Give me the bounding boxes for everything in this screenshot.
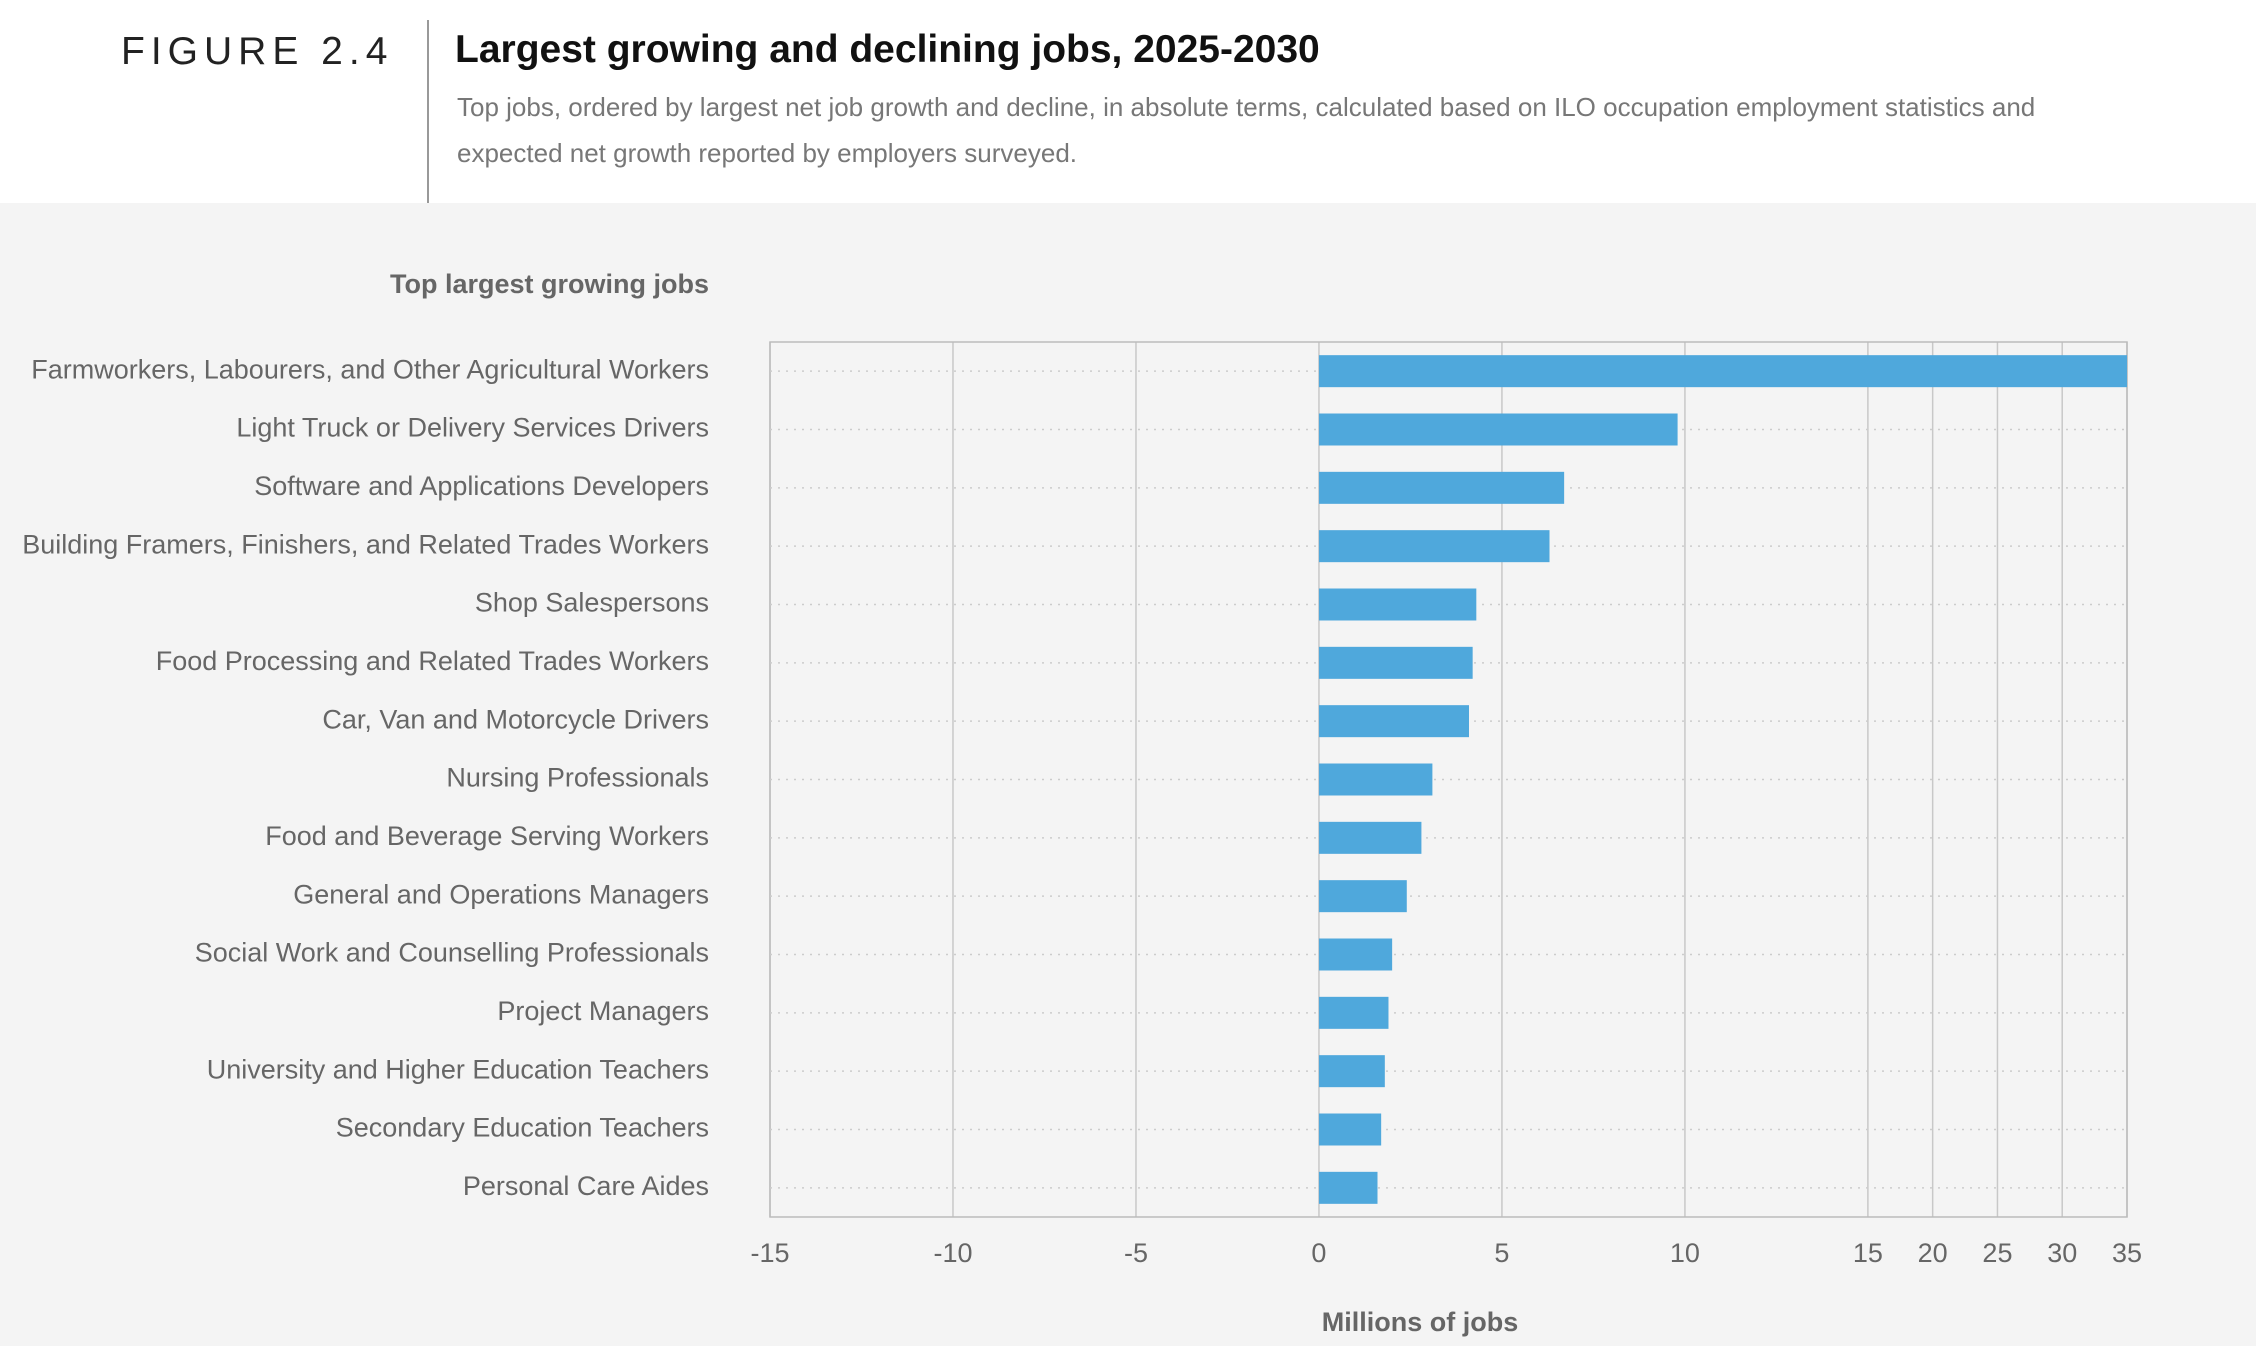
bar	[1318, 996, 1389, 1029]
y-tick-label: Software and Applications Developers	[254, 471, 709, 501]
bar	[1318, 821, 1422, 854]
bar	[1318, 705, 1469, 738]
bar	[1318, 646, 1473, 679]
x-tick-label: -5	[1124, 1238, 1148, 1268]
x-tick-label: 35	[2112, 1238, 2142, 1268]
y-tick-label: Food Processing and Related Trades Worke…	[156, 646, 709, 676]
y-tick-label: General and Operations Managers	[293, 879, 709, 909]
header: FIGURE 2.4 Largest growing and declining…	[0, 0, 2256, 203]
bar	[1318, 588, 1477, 621]
y-tick-label: Building Framers, Finishers, and Related…	[22, 529, 709, 559]
y-tick-label: Light Truck or Delivery Services Drivers	[236, 413, 709, 443]
y-tick-label: Farmworkers, Labourers, and Other Agricu…	[31, 354, 709, 384]
background	[0, 203, 2256, 1346]
y-tick-label: Nursing Professionals	[446, 763, 709, 793]
bar	[1318, 355, 2127, 388]
bar	[1318, 1055, 1385, 1088]
y-tick-label: Project Managers	[497, 996, 709, 1026]
x-axis-title: Millions of jobs	[1322, 1307, 1519, 1337]
y-tick-label: University and Higher Education Teachers	[207, 1054, 709, 1084]
y-tick-label: Secondary Education Teachers	[336, 1113, 709, 1143]
panel-title: Top largest growing jobs	[390, 269, 709, 299]
bar	[1318, 530, 1550, 563]
x-tick-label: 30	[2047, 1238, 2077, 1268]
bar	[1318, 763, 1433, 796]
y-tick-label: Food and Beverage Serving Workers	[265, 821, 709, 851]
chart-title: Largest growing and declining jobs, 2025…	[455, 28, 1320, 71]
y-tick-label: Shop Salespersons	[475, 588, 709, 618]
x-tick-label: -15	[750, 1238, 789, 1268]
bar	[1318, 471, 1565, 504]
y-tick-label: Car, Van and Motorcycle Drivers	[322, 704, 709, 734]
x-tick-label: 0	[1311, 1238, 1326, 1268]
divider	[427, 20, 429, 203]
y-tick-label: Personal Care Aides	[463, 1171, 709, 1201]
x-tick-label: -10	[933, 1238, 972, 1268]
chart: Top largest growing jobs Millions of job…	[0, 203, 2256, 1346]
bar	[1318, 1113, 1382, 1146]
bar	[1318, 938, 1393, 971]
x-tick-label: 25	[1982, 1238, 2012, 1268]
bar	[1318, 1171, 1378, 1204]
bar	[1318, 413, 1678, 446]
figure-label: FIGURE 2.4	[121, 30, 394, 73]
x-tick-label: 15	[1853, 1238, 1883, 1268]
y-tick-label: Social Work and Counselling Professional…	[195, 938, 709, 968]
x-tick-label: 5	[1494, 1238, 1509, 1268]
bar	[1318, 880, 1407, 913]
chart-subtitle: Top jobs, ordered by largest net job gro…	[457, 92, 2036, 168]
x-tick-label: 10	[1670, 1238, 1700, 1268]
x-tick-label: 20	[1918, 1238, 1948, 1268]
